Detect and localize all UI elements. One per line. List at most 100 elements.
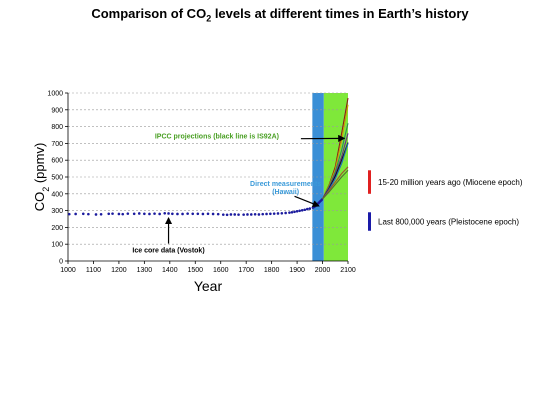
data-point-ice-core-24 <box>196 212 200 216</box>
data-point-ice-core-9 <box>121 212 125 216</box>
x-tick-label-1300: 1300 <box>137 267 153 274</box>
data-point-ice-core-5 <box>99 212 103 216</box>
data-point-ice-core-7 <box>111 212 114 215</box>
axis-labels-layer: Year CO2 (ppmv) <box>32 143 222 294</box>
data-point-ice-core-39 <box>261 212 265 216</box>
annotation-ice-core: Ice core data (Vostok) <box>132 248 204 255</box>
legend-layer: 15-20 million years ago (Miocene epoch) L… <box>368 170 523 231</box>
x-tick-label-1400: 1400 <box>162 267 178 274</box>
legend-bar-1 <box>368 212 371 231</box>
data-point-ice-core-34 <box>242 213 245 216</box>
data-point-ice-core-10 <box>126 212 130 215</box>
data-point-ice-core-42 <box>272 212 276 215</box>
data-point-ice-core-48 <box>293 210 296 214</box>
data-point-ice-core-53 <box>305 207 309 211</box>
data-point-ice-core-20 <box>176 212 179 216</box>
data-point-ice-core-21 <box>181 212 184 216</box>
annotation-direct-line-1: (Hawaii) <box>272 189 299 196</box>
x-tick-label-2100: 2100 <box>340 267 356 274</box>
title-subscript: 2 <box>206 13 212 24</box>
x-tick-label-1200: 1200 <box>111 267 127 274</box>
y-tick-label-0: 0 <box>59 259 63 266</box>
x-tick-label-1800: 1800 <box>264 267 280 274</box>
annotation-ipcc: IPCC projections (black line is IS92A) <box>155 133 279 140</box>
data-point-ice-core-12 <box>137 212 141 215</box>
data-point-ice-core-11 <box>132 212 136 216</box>
data-point-ice-core-14 <box>148 212 151 216</box>
data-point-ice-core-32 <box>233 213 237 216</box>
data-point-ice-core-51 <box>300 208 304 212</box>
data-point-ice-core-17 <box>163 211 167 215</box>
data-point-ice-core-22 <box>186 212 189 215</box>
y-tick-label-500: 500 <box>51 175 63 182</box>
y-tick-label-900: 900 <box>51 107 63 114</box>
data-point-ice-core-0 <box>67 212 71 216</box>
data-point-ice-core-3 <box>87 212 90 216</box>
x-tick-label-1000: 1000 <box>60 267 76 274</box>
data-point-ice-core-33 <box>237 213 240 216</box>
y-axis-label-sub: 2 <box>41 187 51 192</box>
title-prefix: Comparison of CO <box>91 6 207 21</box>
grid-layer <box>68 92 348 245</box>
x-axis-label: Year <box>194 278 223 294</box>
y-tick-label-800: 800 <box>51 124 63 131</box>
y-tick-label-700: 700 <box>51 141 63 148</box>
legend-label-1: Last 800,000 years (Pleistocene epoch) <box>378 218 519 227</box>
data-point-ice-core-25 <box>201 212 205 216</box>
data-point-ice-core-1 <box>74 212 77 216</box>
y-tick-label-600: 600 <box>51 158 63 165</box>
data-point-ice-core-15 <box>153 212 156 215</box>
data-point-ice-core-28 <box>216 212 220 216</box>
data-point-ice-core-37 <box>253 212 257 216</box>
data-point-ice-core-45 <box>284 211 287 215</box>
data-point-ice-core-41 <box>269 212 272 216</box>
y-axis-label-prefix: CO <box>32 192 47 212</box>
title-suffix: levels at different times in Earth’s his… <box>211 6 469 21</box>
data-point-ice-core-8 <box>117 212 121 216</box>
data-point-ice-core-44 <box>280 211 284 215</box>
arrow-direct-measurements <box>294 195 320 208</box>
y-axis-label-suffix: (ppmv) <box>32 143 47 187</box>
data-point-ice-core-43 <box>276 212 280 215</box>
data-point-ice-core-47 <box>290 210 294 214</box>
legend-label-0: 15-20 million years ago (Miocene epoch) <box>378 178 523 187</box>
data-point-ice-core-38 <box>257 213 261 216</box>
x-tick-label-1500: 1500 <box>187 267 203 274</box>
data-point-ice-core-26 <box>206 212 210 216</box>
data-point-ice-core-29 <box>221 213 225 216</box>
data-point-ice-core-23 <box>191 212 195 216</box>
x-tick-label-1900: 1900 <box>289 267 305 274</box>
data-point-ice-core-40 <box>265 212 268 216</box>
series-layer <box>67 97 349 217</box>
data-point-ice-core-52 <box>303 208 307 212</box>
data-point-ice-core-35 <box>246 213 249 216</box>
data-point-ice-core-46 <box>288 211 291 214</box>
data-point-ice-core-4 <box>94 213 98 216</box>
data-point-ice-core-50 <box>298 209 301 213</box>
data-point-ice-core-49 <box>295 209 299 213</box>
data-point-ice-core-16 <box>158 212 161 216</box>
band-0 <box>312 93 324 261</box>
data-point-ice-core-36 <box>249 213 253 216</box>
annotation-direct-measurements: Direct measurements (Hawaii) <box>250 181 321 196</box>
data-point-ice-core-27 <box>211 212 215 216</box>
y-tick-label-200: 200 <box>51 225 63 232</box>
data-point-ice-core-6 <box>107 212 111 216</box>
chart-title: Comparison of CO2 levels at different ti… <box>0 6 560 24</box>
x-tick-label-1700: 1700 <box>238 267 254 274</box>
series-line-9 <box>322 169 349 200</box>
x-tick-label-2000: 2000 <box>315 267 331 274</box>
data-point-ice-core-2 <box>81 212 85 216</box>
annotation-layer: Ice core data (Vostok) Direct measurement… <box>132 133 346 255</box>
data-point-ice-core-19 <box>171 212 174 216</box>
legend-bar-0 <box>368 170 371 194</box>
series-line-8 <box>322 166 349 200</box>
data-point-ice-core-18 <box>167 212 170 215</box>
y-tick-label-100: 100 <box>51 242 63 249</box>
data-point-ice-core-30 <box>225 213 229 217</box>
axes-layer: 0 100 200 300 400 500 600 700 800 900 1000 1000 1100… <box>47 91 355 275</box>
x-tick-label-1100: 1100 <box>86 267 101 274</box>
y-tick-label-400: 400 <box>51 191 63 198</box>
y-tick-label-300: 300 <box>51 208 63 215</box>
y-axis-label: CO2 (ppmv) <box>32 143 51 212</box>
